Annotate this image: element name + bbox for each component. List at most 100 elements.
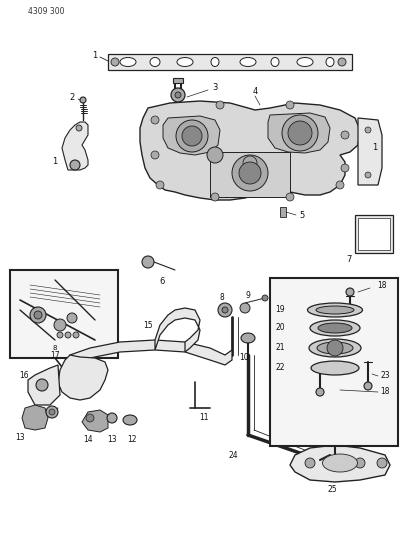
Circle shape — [240, 303, 250, 313]
Circle shape — [57, 332, 63, 338]
Circle shape — [216, 101, 224, 109]
Circle shape — [341, 164, 349, 172]
Circle shape — [355, 458, 365, 468]
Polygon shape — [22, 405, 48, 430]
Circle shape — [176, 120, 208, 152]
Circle shape — [282, 115, 318, 151]
Text: 19: 19 — [275, 305, 285, 314]
Polygon shape — [70, 340, 232, 365]
Text: 8: 8 — [220, 294, 224, 303]
Ellipse shape — [240, 58, 256, 67]
Circle shape — [232, 155, 268, 191]
Circle shape — [151, 116, 159, 124]
Circle shape — [73, 332, 79, 338]
Text: 14: 14 — [83, 435, 93, 445]
Circle shape — [30, 307, 46, 323]
Circle shape — [54, 319, 66, 331]
Ellipse shape — [317, 342, 353, 354]
Text: 11: 11 — [199, 414, 209, 423]
Text: 7: 7 — [346, 255, 352, 264]
Circle shape — [142, 256, 154, 268]
Circle shape — [182, 126, 202, 146]
Text: 25: 25 — [327, 486, 337, 495]
Text: 16: 16 — [19, 370, 29, 379]
Circle shape — [286, 193, 294, 201]
Circle shape — [36, 379, 48, 391]
Circle shape — [364, 382, 372, 390]
Ellipse shape — [309, 339, 361, 357]
Text: 17: 17 — [50, 351, 60, 360]
Polygon shape — [108, 54, 352, 70]
Ellipse shape — [308, 303, 362, 317]
Circle shape — [207, 147, 223, 163]
Circle shape — [107, 413, 117, 423]
Circle shape — [327, 340, 343, 356]
Polygon shape — [28, 365, 60, 405]
Circle shape — [305, 458, 315, 468]
Text: 24: 24 — [228, 450, 238, 459]
Circle shape — [175, 92, 181, 98]
Text: 22: 22 — [275, 364, 285, 373]
Circle shape — [346, 288, 354, 296]
Circle shape — [49, 409, 55, 415]
Ellipse shape — [123, 415, 137, 425]
Circle shape — [111, 58, 119, 66]
Text: 23: 23 — [380, 370, 390, 379]
Circle shape — [262, 295, 268, 301]
Ellipse shape — [150, 58, 160, 67]
Polygon shape — [268, 113, 330, 153]
Polygon shape — [163, 116, 220, 155]
Bar — [270, 278, 398, 446]
Ellipse shape — [316, 306, 354, 314]
Ellipse shape — [311, 361, 359, 375]
Ellipse shape — [326, 58, 334, 67]
Text: 4309 300: 4309 300 — [28, 7, 64, 17]
Bar — [173, 78, 183, 83]
Text: 9: 9 — [246, 292, 251, 301]
Ellipse shape — [310, 320, 360, 336]
Text: 1: 1 — [92, 51, 98, 60]
Circle shape — [316, 388, 324, 396]
Text: 18: 18 — [377, 281, 387, 290]
Text: 3: 3 — [212, 84, 218, 93]
Text: 8: 8 — [53, 345, 57, 351]
Polygon shape — [82, 410, 108, 432]
Ellipse shape — [120, 58, 136, 67]
Polygon shape — [58, 355, 108, 400]
Circle shape — [34, 311, 42, 319]
Circle shape — [151, 151, 159, 159]
Circle shape — [365, 172, 371, 178]
Circle shape — [80, 97, 86, 103]
Text: 10: 10 — [239, 353, 249, 362]
Circle shape — [46, 406, 58, 418]
Circle shape — [67, 313, 77, 323]
Circle shape — [222, 307, 228, 313]
Circle shape — [336, 181, 344, 189]
Text: 1: 1 — [52, 157, 58, 166]
Text: 18: 18 — [380, 387, 390, 397]
Text: 15: 15 — [143, 320, 153, 329]
Text: 5: 5 — [299, 211, 305, 220]
Polygon shape — [140, 101, 360, 200]
Bar — [10, 270, 118, 358]
Circle shape — [211, 193, 219, 201]
Circle shape — [243, 156, 257, 170]
Polygon shape — [155, 308, 200, 352]
Circle shape — [330, 458, 340, 468]
Circle shape — [239, 162, 261, 184]
Bar — [280, 207, 286, 217]
Text: 21: 21 — [275, 343, 285, 352]
Circle shape — [218, 303, 232, 317]
Text: 1: 1 — [373, 143, 378, 152]
Bar — [210, 152, 290, 197]
Ellipse shape — [322, 454, 357, 472]
Circle shape — [76, 125, 82, 131]
Ellipse shape — [318, 323, 352, 333]
Text: 2: 2 — [69, 93, 75, 102]
Ellipse shape — [177, 58, 193, 67]
Ellipse shape — [211, 58, 219, 67]
Text: 13: 13 — [15, 433, 25, 442]
Circle shape — [288, 121, 312, 145]
Circle shape — [156, 181, 164, 189]
Circle shape — [70, 160, 80, 170]
